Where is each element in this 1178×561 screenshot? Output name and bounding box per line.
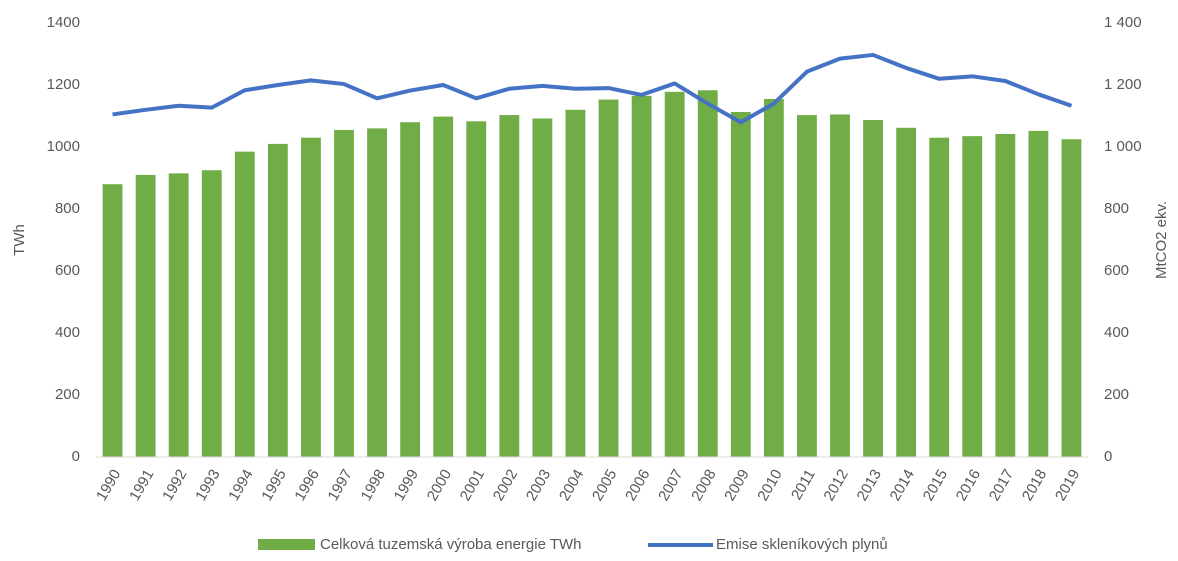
bar <box>730 111 751 457</box>
bar <box>301 137 321 457</box>
x-tick-label: 1996 <box>291 466 322 503</box>
x-tick-label: 1994 <box>225 466 256 503</box>
y2-tick-label: 600 <box>1104 262 1129 279</box>
y-tick-label: 1000 <box>47 138 80 155</box>
bar <box>896 127 917 457</box>
bar <box>466 121 487 458</box>
bar <box>863 120 883 457</box>
bar <box>797 115 817 457</box>
bar <box>1028 130 1049 457</box>
x-tick-label: 2010 <box>754 466 785 503</box>
bar <box>565 109 586 458</box>
bar <box>334 129 354 457</box>
bar <box>631 95 652 457</box>
bar <box>532 118 553 457</box>
x-tick-label: 1991 <box>126 466 157 503</box>
x-tick-label: 2014 <box>887 466 918 503</box>
y2-tick-label: 1 000 <box>1104 138 1142 155</box>
bar <box>168 173 189 457</box>
y2-tick-label: 200 <box>1104 386 1129 403</box>
bar <box>1061 139 1082 457</box>
x-tick-label: 2011 <box>788 466 819 502</box>
bar <box>664 91 685 457</box>
x-tick-label: 2013 <box>854 466 885 503</box>
bar <box>830 114 850 457</box>
y-tick-label: 600 <box>55 262 80 279</box>
bar <box>598 99 619 457</box>
x-tick-label: 2009 <box>721 466 752 503</box>
bar <box>433 116 454 458</box>
bar <box>234 151 255 457</box>
x-tick-label: 2015 <box>920 466 951 503</box>
y2-axis-title: MtCO2 ekv. <box>1153 201 1170 279</box>
x-tick-label: 2002 <box>490 466 521 503</box>
y2-tick-label: 1 400 <box>1104 14 1142 31</box>
x-tick-label: 1998 <box>358 466 389 503</box>
bar <box>499 115 520 457</box>
x-tick-label: 1995 <box>258 466 289 503</box>
bar <box>400 122 421 457</box>
x-tick-label: 2006 <box>622 466 653 503</box>
x-tick-label: 2019 <box>1052 466 1083 503</box>
x-tick-label: 1992 <box>159 466 190 503</box>
x-tick-label: 2003 <box>523 466 554 503</box>
x-tick-label: 1993 <box>192 466 223 503</box>
x-tick-label: 2012 <box>820 466 851 503</box>
x-tick-label: 2018 <box>1019 466 1050 503</box>
x-tick-label: 2016 <box>953 466 984 503</box>
x-tick-label: 2000 <box>424 466 455 503</box>
x-tick-label: 2007 <box>655 466 686 503</box>
x-tick-label: 2001 <box>457 466 488 503</box>
x-tick-label: 1999 <box>391 466 422 503</box>
x-tick-label: 2004 <box>556 466 587 503</box>
x-tick-label: 2017 <box>986 466 1017 503</box>
y2-tick-label: 1 200 <box>1104 76 1142 93</box>
legend-swatch <box>258 539 315 550</box>
x-tick-label: 1997 <box>324 466 355 503</box>
bar <box>367 128 387 457</box>
legend-label: Celková tuzemská výroba energie TWh <box>320 536 582 553</box>
bar <box>995 133 1016 458</box>
y2-tick-label: 400 <box>1104 324 1129 341</box>
bar <box>763 98 784 457</box>
x-tick-label: 2008 <box>688 466 719 503</box>
bar <box>697 90 718 458</box>
x-tick-label: 1990 <box>93 466 124 503</box>
bar <box>267 143 288 457</box>
y2-tick-label: 0 <box>1104 448 1112 465</box>
y-tick-label: 800 <box>55 200 80 217</box>
y-tick-label: 200 <box>55 386 80 403</box>
y-tick-label: 1400 <box>47 14 80 31</box>
y-tick-label: 0 <box>72 448 80 465</box>
bar <box>962 136 983 457</box>
bar <box>929 137 950 457</box>
y2-tick-label: 800 <box>1104 200 1129 217</box>
bar <box>201 170 222 457</box>
x-tick-label: 2005 <box>589 466 620 503</box>
legend-label: Emise skleníkových plynů <box>716 536 888 553</box>
line <box>112 52 1073 125</box>
bar <box>102 184 123 457</box>
y-tick-label: 1200 <box>47 76 80 93</box>
y-tick-label: 400 <box>55 324 80 341</box>
y-axis-title: TWh <box>11 224 28 256</box>
bar <box>135 174 156 457</box>
